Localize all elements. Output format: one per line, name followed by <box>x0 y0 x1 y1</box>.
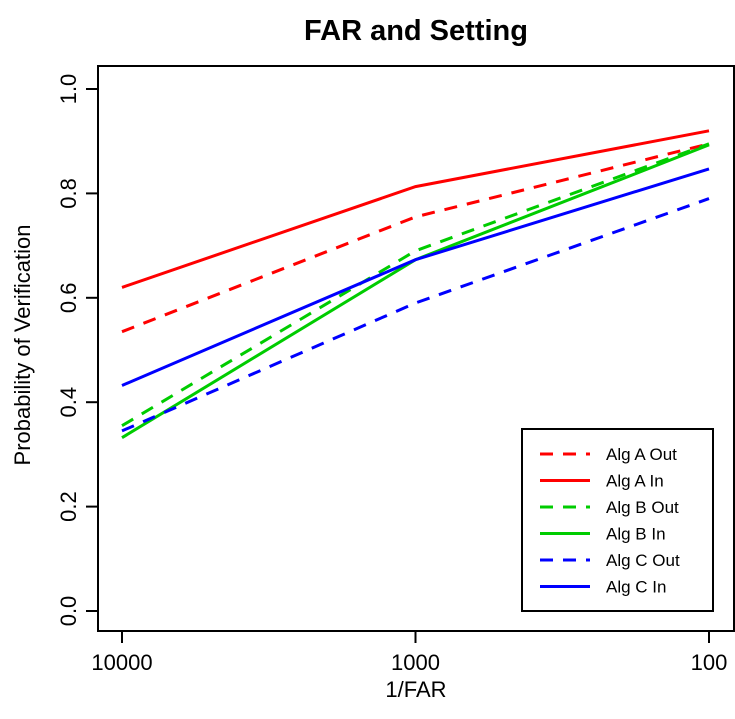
series-line-alg-a-out <box>121 142 710 334</box>
x-axis-label: 1/FAR <box>385 677 446 702</box>
series-line-alg-c-out <box>121 197 710 433</box>
y-tick-label: 1.0 <box>56 74 81 105</box>
series-line-alg-c-in <box>121 167 710 387</box>
axes: 10000 1000 100 0.0 0.2 0.4 0.6 0.8 1.0 <box>56 74 727 675</box>
legend-label: Alg A In <box>606 472 664 491</box>
legend-label: Alg C In <box>606 578 666 597</box>
y-tick-label: 0.2 <box>56 491 81 522</box>
legend-label: Alg A Out <box>606 445 677 464</box>
legend-label: Alg B In <box>606 525 666 544</box>
y-tick-label: 0.6 <box>56 283 81 314</box>
series-line-alg-a-in <box>121 129 710 289</box>
legend: Alg A Out Alg A In Alg B Out Alg B In Alg C … <box>521 428 714 612</box>
legend-label: Alg B Out <box>606 498 679 517</box>
y-tick-label: 0.0 <box>56 596 81 627</box>
y-axis-label: Probability of Verification <box>10 225 35 466</box>
y-tick-label: 0.4 <box>56 387 81 418</box>
x-tick-label: 10000 <box>91 650 152 675</box>
x-tick-label: 1000 <box>391 650 440 675</box>
x-tick-label: 100 <box>691 650 728 675</box>
legend-box <box>521 428 714 612</box>
legend-label: Alg C Out <box>606 551 680 570</box>
chart-title: FAR and Setting <box>304 15 528 47</box>
series-layer <box>121 129 710 439</box>
y-tick-label: 0.8 <box>56 178 81 209</box>
